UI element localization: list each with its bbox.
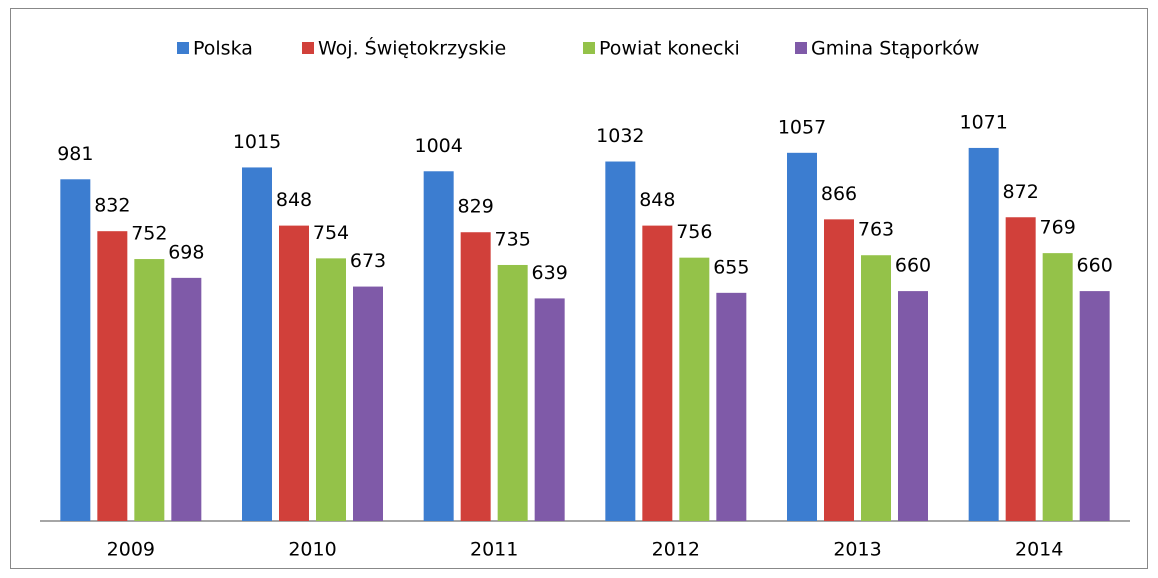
legend-label: Polska [193,38,253,60]
legend-swatch [177,42,189,54]
bar [716,292,747,521]
bar [824,219,854,522]
data-label: 1004 [414,135,462,157]
bar [642,225,673,521]
data-label: 763 [858,219,894,241]
data-label: 1015 [233,131,281,153]
legend-label: Gmina Stąporków [811,38,979,60]
bar [1005,217,1036,521]
bar [60,179,91,521]
data-label: 769 [1040,217,1076,239]
bar [534,298,565,521]
data-label: 660 [895,255,931,277]
bar [97,231,128,522]
data-label: 1032 [596,125,644,147]
bar [423,171,454,522]
data-label: 673 [350,250,386,272]
legend-swatch [583,42,595,54]
data-label: 832 [94,195,130,217]
data-label: 756 [676,221,712,243]
data-label: 754 [313,222,349,244]
bar [1079,291,1110,521]
bar [1042,253,1073,522]
data-label: 981 [57,143,93,165]
legend-label: Woj. Świętokrzyskie [318,36,506,60]
x-tick-label: 2012 [652,539,700,561]
data-label: 660 [1077,255,1113,277]
bar [787,152,817,522]
data-label: 639 [532,262,568,284]
bar [316,258,346,521]
legend-swatch [795,42,807,54]
bar [171,277,202,521]
x-tick-label: 2009 [107,539,155,561]
bar [679,257,710,521]
bar [968,147,999,521]
data-label: 752 [131,223,167,245]
data-label: 848 [276,189,312,211]
bar [605,161,636,521]
data-label: 829 [458,196,494,218]
bar [861,255,891,521]
x-tick-label: 2011 [470,539,518,561]
data-label: 735 [495,228,531,250]
data-label: 866 [821,183,857,205]
bar [353,286,383,521]
bar [460,232,491,521]
bar [898,291,928,521]
bar [242,167,272,522]
x-tick-label: 2010 [288,539,336,561]
x-tick-label: 2013 [833,539,881,561]
data-label: 655 [713,256,749,278]
bar [134,259,165,521]
legend-label: Powiat konecki [599,38,740,60]
data-label: 872 [1003,181,1039,203]
data-label: 1057 [778,116,826,138]
data-label: 1071 [959,111,1007,133]
legend-swatch [302,42,314,54]
bar [497,264,528,521]
x-tick-label: 2014 [1015,539,1063,561]
bar [279,225,309,521]
data-label: 848 [639,189,675,211]
data-label: 698 [168,241,204,263]
